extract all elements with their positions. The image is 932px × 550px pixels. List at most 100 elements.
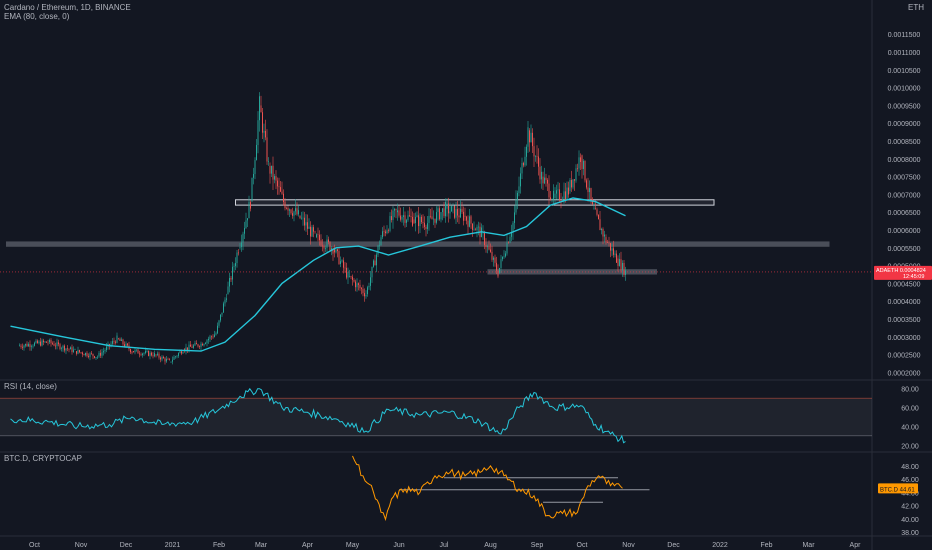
candle-body	[476, 226, 478, 231]
time-tick-label: Apr	[302, 542, 314, 549]
price-tick-label: 0.0002500	[887, 353, 920, 360]
candle-body	[616, 253, 617, 263]
candle-body	[518, 186, 520, 193]
candle-body	[274, 176, 275, 180]
candle-body	[20, 345, 22, 347]
rsi-tick-label: 80.00	[901, 387, 919, 394]
candle-body	[68, 348, 70, 350]
candle-body	[439, 208, 440, 220]
candle-body	[362, 289, 364, 294]
candle-body	[424, 222, 425, 227]
candle-body	[448, 203, 449, 214]
btcd-tick-label: 40.00	[901, 517, 919, 524]
candle-body	[454, 205, 455, 218]
candle-body	[385, 231, 386, 234]
candle-body	[250, 202, 251, 209]
candle-body	[179, 351, 181, 354]
candle-body	[509, 236, 511, 243]
candle-body	[347, 272, 349, 278]
candle-body	[98, 352, 100, 357]
candle-body	[169, 359, 170, 360]
rsi-tick-label: 40.00	[901, 424, 919, 431]
candle-body	[412, 216, 413, 226]
candle-body	[322, 245, 323, 247]
candle-body	[137, 349, 139, 354]
time-tick-label: May	[346, 542, 360, 549]
btcd-badge-text: BTC.D 44.61	[880, 487, 915, 493]
zone-support-low[interactable]	[487, 269, 658, 275]
price-tick-label: 0.0003500	[887, 317, 920, 324]
candle-body	[599, 219, 601, 231]
candle-body	[146, 351, 148, 352]
candle-body	[178, 353, 179, 356]
candle-body	[235, 263, 236, 267]
candle-body	[239, 247, 241, 248]
candle-body	[133, 351, 134, 353]
candle-body	[583, 160, 584, 169]
zone-support[interactable]	[6, 241, 830, 247]
candle-body	[461, 208, 463, 212]
candle-body	[101, 352, 103, 356]
candle-body	[319, 234, 320, 241]
candle-body	[236, 252, 238, 264]
time-tick-label: Aug	[484, 542, 497, 549]
candle-body	[538, 156, 539, 167]
candle-body	[287, 208, 289, 211]
candle-body	[83, 354, 85, 356]
candle-body	[41, 340, 43, 346]
candle-body	[31, 346, 32, 348]
candle-body	[205, 343, 206, 344]
candle-body	[251, 177, 253, 202]
candle-body	[23, 345, 25, 348]
price-tick-label: 0.0008500	[887, 139, 920, 146]
candle-body	[542, 176, 544, 184]
candle-body	[113, 341, 115, 342]
zone-resistance[interactable]	[235, 199, 715, 206]
ema80-line	[10, 197, 626, 352]
candle-body	[121, 339, 122, 341]
candle-body	[76, 351, 77, 354]
candle-body	[154, 353, 155, 357]
candle-body	[337, 249, 338, 252]
candle-body	[475, 229, 476, 231]
candle-body	[116, 335, 118, 343]
candle-body	[256, 144, 257, 161]
candle-body	[227, 286, 229, 295]
candle-body	[119, 338, 121, 341]
candle-body	[89, 353, 91, 357]
time-tick-label: Oct	[577, 542, 588, 549]
candle-body	[254, 160, 256, 175]
candle-body	[430, 215, 431, 217]
candle-body	[35, 340, 37, 343]
candle-body	[326, 239, 328, 248]
candle-body	[286, 208, 287, 209]
candle-body	[403, 215, 404, 217]
last-price-time: 12:45:09	[903, 274, 924, 280]
candle-body	[470, 216, 472, 224]
candle-body	[469, 216, 470, 227]
candle-body	[26, 343, 28, 347]
candle-body	[67, 348, 68, 350]
candle-body	[97, 356, 98, 358]
candle-body	[602, 229, 604, 237]
candle-body	[488, 246, 490, 250]
candle-body	[283, 193, 284, 203]
candle-body	[208, 338, 209, 341]
candle-body	[70, 347, 71, 350]
candle-body	[44, 341, 46, 343]
candle-body	[587, 187, 589, 193]
time-tick-label: Oct	[29, 542, 40, 549]
candle-body	[545, 177, 547, 180]
candle-body	[497, 270, 499, 277]
candle-body	[586, 180, 587, 188]
btcd-tick-label: 44.00	[901, 490, 919, 497]
candle-body	[55, 345, 56, 347]
candle-body	[421, 216, 422, 223]
candle-body	[211, 336, 212, 338]
candle-body	[554, 193, 556, 198]
candle-body	[218, 320, 220, 326]
candle-body	[604, 234, 605, 237]
candle-body	[521, 162, 523, 174]
candle-body	[170, 361, 172, 363]
